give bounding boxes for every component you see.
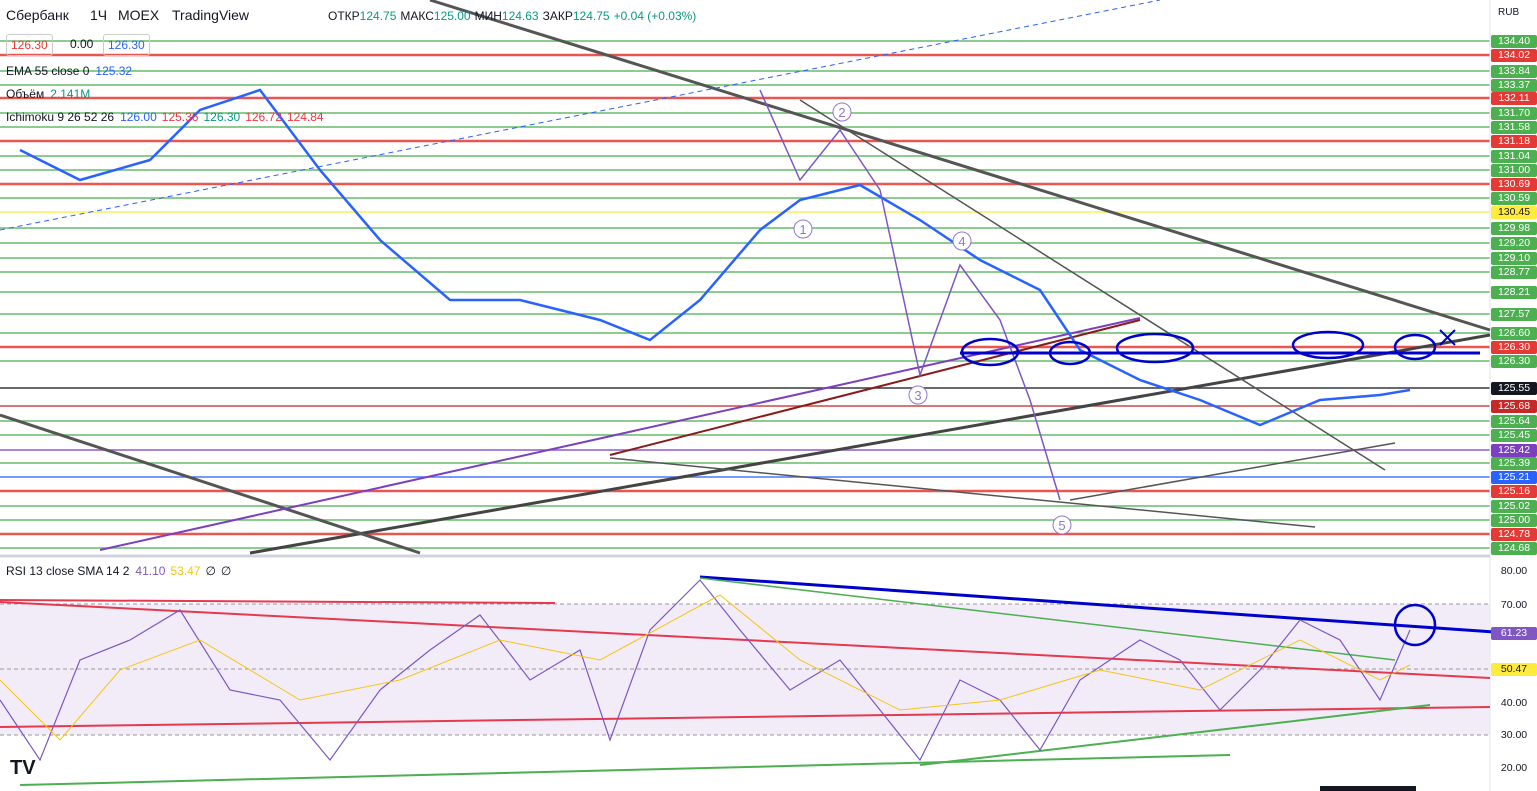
indicator-value: 126.30 xyxy=(203,110,241,124)
rsi-axis-label: 70.00 xyxy=(1500,599,1528,611)
price-label: 125.64 xyxy=(1491,415,1537,428)
buy-price[interactable]: 126.30 xyxy=(103,34,150,56)
price-label: 130.69 xyxy=(1491,178,1537,191)
rsi-axis-label: 20.00 xyxy=(1500,762,1528,774)
price-label: 125.55 xyxy=(1491,382,1537,395)
ohlc-value: 125.00 xyxy=(433,9,471,23)
wave-marker xyxy=(908,385,928,405)
rsi-axis-label: 61.23 xyxy=(1491,627,1537,640)
ohlc-label: ЗАКР xyxy=(542,9,573,23)
rsi-axis-label: 80.00 xyxy=(1500,565,1528,577)
price-label: 125.42 xyxy=(1491,444,1537,457)
ohlc-change: +0.04 (+0.03%) xyxy=(613,9,697,23)
ohlc-label: МИН xyxy=(474,9,502,23)
wave-label: 3 xyxy=(914,388,921,403)
price-label: 133.84 xyxy=(1491,65,1537,78)
source: TradingView xyxy=(172,7,250,23)
price-label: 131.70 xyxy=(1491,107,1537,120)
price-label: 125.39 xyxy=(1491,457,1537,470)
indicator-legend: Ichimoku 9 26 52 26 126.00 125.36 126.30 126… xyxy=(6,110,329,124)
wave-label: 2 xyxy=(838,105,845,120)
price-label: 133.37 xyxy=(1491,79,1537,92)
price-label: 131.00 xyxy=(1491,164,1537,177)
price-label: 125.45 xyxy=(1491,429,1537,442)
ohlc-label: ОТКР xyxy=(328,9,360,23)
rsi-axis-label: 50.47 xyxy=(1491,663,1537,676)
price-label: 131.58 xyxy=(1491,121,1537,134)
indicator-value: 124.84 xyxy=(286,110,324,124)
wave-label: 1 xyxy=(799,222,806,237)
price-label: 131.18 xyxy=(1491,135,1537,148)
rsi-value: 53.47 xyxy=(170,564,201,578)
ohlc-value: 124.75 xyxy=(572,9,610,23)
ohlc-label: МАКС xyxy=(400,9,434,23)
rsi-axis-label: 40.00 xyxy=(1500,697,1528,709)
ohlc: ОТКР124.75 МАКС125.00 МИН124.63 ЗАКР124.75 +… xyxy=(328,9,696,23)
price-label: 134.40 xyxy=(1491,35,1537,48)
wave-marker xyxy=(793,219,813,239)
ohlc-value: 124.75 xyxy=(359,9,397,23)
indicator-name: Ichimoku 9 26 52 26 xyxy=(6,110,115,124)
exchange: MOEX xyxy=(118,7,160,23)
indicator-value: 126.00 xyxy=(120,110,157,124)
price-label: 129.20 xyxy=(1491,237,1537,250)
price-label: 126.30 xyxy=(1491,355,1537,368)
indicator-legend: Объём 2.141M xyxy=(6,87,95,101)
price-label: 125.00 xyxy=(1491,514,1537,527)
indicator-name: EMA 55 close 0 xyxy=(6,64,90,78)
price-label: 131.04 xyxy=(1491,150,1537,163)
indicator-value: 2.141M xyxy=(50,87,91,101)
price-label: 128.21 xyxy=(1491,286,1537,299)
price-label: 134.02 xyxy=(1491,49,1537,62)
rsi-name: RSI 13 close SMA 14 2 xyxy=(6,564,130,578)
indicator-value: 126.72 xyxy=(245,110,282,124)
price-label: 129.98 xyxy=(1491,222,1537,235)
indicator-value: 125.36 xyxy=(161,110,199,124)
price-label: 127.57 xyxy=(1491,308,1537,321)
rsi-axis-label: 30.00 xyxy=(1500,729,1528,741)
rsi-value: ∅ xyxy=(205,564,216,578)
price-label: 126.30 xyxy=(1491,341,1537,354)
price-label: 124.68 xyxy=(1491,542,1537,555)
price-label: 126.60 xyxy=(1491,327,1537,340)
indicator-name: Объём xyxy=(6,87,45,101)
rsi-legend: RSI 13 close SMA 14 2 41.10 53.47 ∅ ∅ xyxy=(6,564,236,578)
wave-label: 4 xyxy=(958,234,965,249)
wave-marker xyxy=(1052,515,1072,535)
interval[interactable]: 1Ч xyxy=(90,7,108,23)
wave-marker xyxy=(832,102,852,122)
price-label: 128.77 xyxy=(1491,266,1537,279)
rsi-value: ∅ xyxy=(220,564,232,578)
currency[interactable]: RUB xyxy=(1498,7,1520,18)
wave-label: 5 xyxy=(1058,518,1065,533)
price-label: 130.45 xyxy=(1491,206,1537,219)
price-label: 124.78 xyxy=(1491,528,1537,541)
ohlc-value: 124.63 xyxy=(501,9,539,23)
price-label: 125.16 xyxy=(1491,485,1537,498)
rsi-value: 41.10 xyxy=(135,564,166,578)
wave-marker xyxy=(952,231,972,251)
price-label: 129.10 xyxy=(1491,252,1537,265)
price-label: 130.59 xyxy=(1491,192,1537,205)
symbol: Сбербанк xyxy=(6,7,69,23)
price-label: 132.11 xyxy=(1491,92,1537,105)
sell-price[interactable]: 126.30 xyxy=(6,34,53,56)
price-label: 125.02 xyxy=(1491,500,1537,513)
spread: 0.00 xyxy=(70,37,94,51)
price-label: 125.21 xyxy=(1491,471,1537,484)
price-label: 125.68 xyxy=(1491,400,1537,413)
indicator-value: 125.32 xyxy=(95,64,133,78)
indicator-legend: EMA 55 close 0 125.32 xyxy=(6,64,137,78)
logo[interactable]: TV xyxy=(10,757,36,779)
